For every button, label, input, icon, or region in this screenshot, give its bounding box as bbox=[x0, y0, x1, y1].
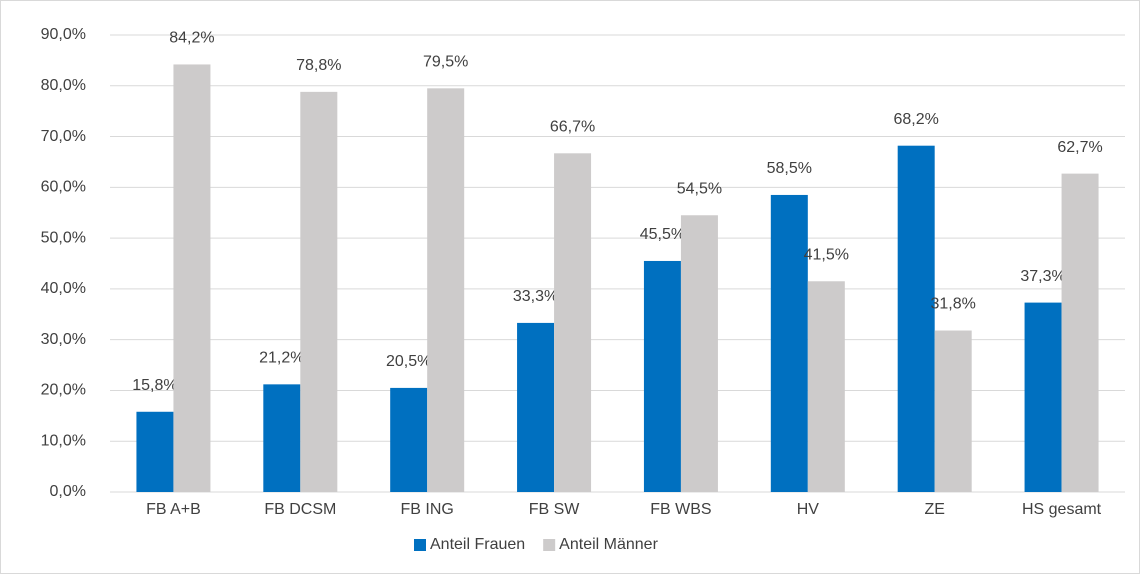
y-tick-label: 70,0% bbox=[41, 128, 86, 145]
bar bbox=[554, 153, 592, 492]
y-tick-label: 30,0% bbox=[41, 331, 86, 348]
data-label: 20,5% bbox=[386, 353, 431, 370]
data-label: 79,5% bbox=[423, 54, 468, 71]
bar bbox=[807, 281, 845, 492]
bar bbox=[1024, 302, 1062, 492]
legend-swatch bbox=[543, 539, 556, 551]
x-tick-label: HV bbox=[797, 501, 820, 518]
bar bbox=[427, 88, 465, 493]
data-label: 62,7% bbox=[1057, 139, 1102, 156]
x-tick-label: FB SW bbox=[529, 501, 581, 518]
x-tick-label: FB WBS bbox=[650, 501, 711, 518]
data-label: 21,2% bbox=[259, 350, 304, 367]
data-label: 66,7% bbox=[550, 119, 595, 136]
y-tick-label: 0,0% bbox=[50, 483, 86, 500]
bar bbox=[517, 322, 555, 492]
data-label: 58,5% bbox=[767, 160, 812, 177]
x-tick-label: ZE bbox=[924, 501, 944, 518]
bar bbox=[1061, 173, 1099, 492]
bar bbox=[300, 91, 338, 493]
data-label: 37,3% bbox=[1020, 268, 1065, 285]
data-label: 54,5% bbox=[677, 180, 722, 197]
x-tick-label: FB A+B bbox=[146, 501, 201, 518]
bar bbox=[136, 411, 174, 492]
legend-swatch bbox=[414, 539, 426, 551]
legend-label: Anteil Frauen bbox=[430, 536, 525, 553]
data-label: 33,3% bbox=[513, 288, 558, 305]
bar bbox=[643, 260, 681, 492]
y-tick-label: 60,0% bbox=[41, 179, 86, 196]
y-tick-label: 50,0% bbox=[41, 229, 86, 246]
data-label: 45,5% bbox=[640, 226, 685, 243]
legend-label: Anteil Männer bbox=[559, 536, 658, 553]
y-tick-label: 20,0% bbox=[41, 382, 86, 399]
y-tick-label: 90,0% bbox=[41, 26, 86, 43]
x-tick-label: HS gesamt bbox=[1022, 501, 1102, 518]
x-tick-label: FB ING bbox=[401, 501, 454, 518]
data-label: 31,8% bbox=[931, 296, 976, 313]
bar bbox=[390, 387, 428, 492]
y-tick-label: 10,0% bbox=[41, 432, 86, 449]
data-label: 84,2% bbox=[169, 30, 214, 47]
bar bbox=[680, 215, 718, 492]
x-tick-label: FB DCSM bbox=[264, 501, 336, 518]
y-tick-label: 80,0% bbox=[41, 77, 86, 94]
y-tick-label: 40,0% bbox=[41, 280, 86, 297]
data-label: 78,8% bbox=[296, 57, 341, 74]
bar bbox=[897, 145, 935, 492]
data-label: 68,2% bbox=[894, 111, 939, 128]
bar bbox=[934, 330, 972, 492]
data-label: 41,5% bbox=[804, 246, 849, 263]
data-label: 15,8% bbox=[132, 377, 177, 394]
bar bbox=[770, 194, 808, 492]
bar bbox=[263, 384, 301, 492]
bar bbox=[173, 64, 211, 492]
